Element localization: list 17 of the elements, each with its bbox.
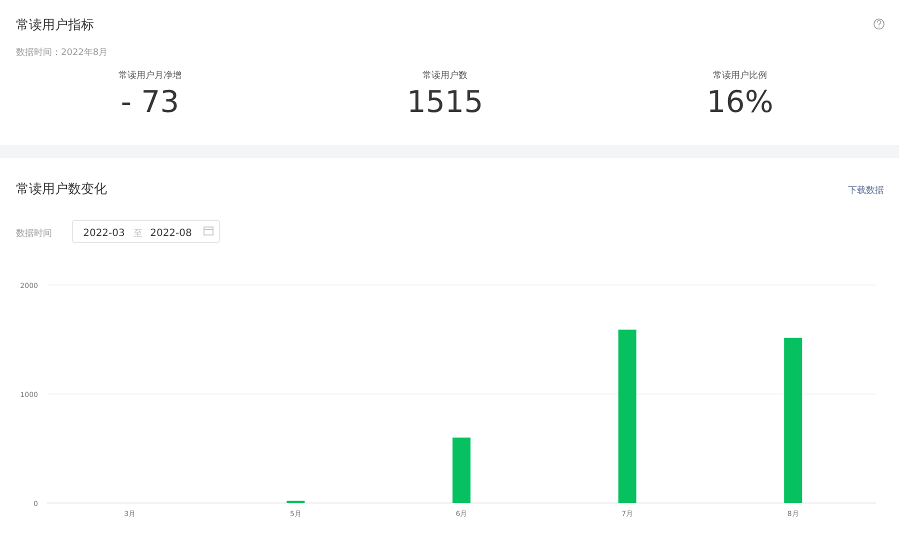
bar	[784, 338, 802, 503]
category-label: 常读用户月净增	[118, 70, 182, 81]
data-label: 1515	[406, 85, 484, 120]
data-label: - 73	[120, 85, 180, 120]
text: 数据时间：2022年8月	[16, 47, 108, 58]
text: 下载数据	[848, 185, 884, 196]
chart-title: 常读用户数变化	[16, 182, 107, 197]
text: 2022-03	[83, 228, 125, 239]
text: 至	[134, 229, 142, 239]
data-label: 16%	[706, 85, 774, 120]
category-label: 常读用户比例	[713, 70, 767, 81]
text: 2022-08	[150, 228, 192, 239]
bar	[618, 330, 636, 503]
category-label: 常读用户数	[422, 70, 468, 81]
text: 数据时间	[16, 228, 52, 239]
bar	[452, 438, 470, 503]
text: 常读用户指标	[16, 18, 94, 33]
